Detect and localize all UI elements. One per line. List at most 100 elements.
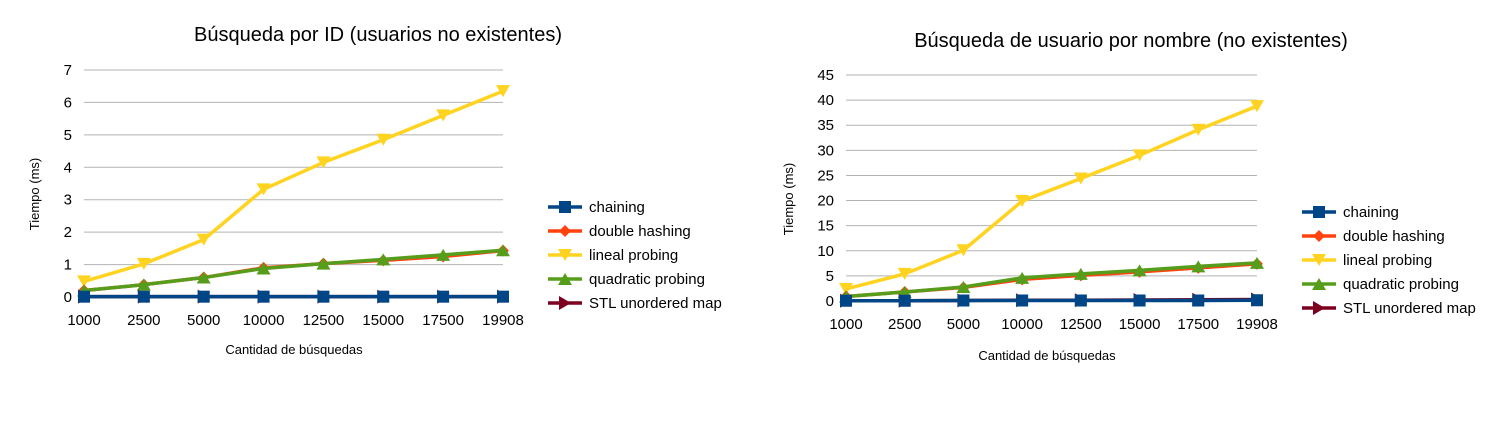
chart-busqueda-por-nombre: Búsqueda de usuario por nombre (no exist…	[781, 30, 1476, 363]
x-tick-label: 12500	[303, 312, 345, 329]
data-point	[376, 253, 391, 266]
data-point	[137, 290, 150, 303]
legend-label: double hashing	[1343, 228, 1445, 245]
x-tick-label: 15000	[1119, 316, 1161, 333]
data-point	[316, 156, 331, 169]
chart-busqueda-por-id: Búsqueda por ID (usuarios no existentes)…	[27, 24, 722, 357]
y-tick-label: 5	[826, 268, 834, 285]
data-point	[1192, 294, 1205, 307]
x-tick-label: 12500	[1060, 316, 1102, 333]
series-lineal-probing	[77, 85, 510, 288]
series-line	[845, 261, 1258, 299]
data-point	[78, 290, 90, 303]
y-tick-label: 5	[64, 127, 72, 144]
data-point	[1191, 260, 1206, 273]
y-tick-label: 35	[817, 117, 834, 134]
y-tick-label: 10	[817, 243, 834, 260]
x-tick-label: 1000	[829, 316, 862, 333]
y-tick-label: 2	[64, 224, 72, 241]
data-point	[839, 282, 853, 295]
legend-item-quadratic-probing: quadratic probing	[548, 271, 705, 288]
data-point	[1073, 267, 1088, 280]
y-tick-label: 7	[64, 62, 72, 79]
data-point	[196, 233, 211, 246]
y-tick-label: 30	[817, 142, 834, 159]
x-tick-label: 19908	[1236, 316, 1278, 333]
legend-item-double-hashing: double hashing	[548, 223, 691, 240]
series-line	[845, 104, 1258, 291]
chart-title: Búsqueda por ID (usuarios no existentes)	[194, 24, 562, 46]
legend-item-quadratic-probing: quadratic probing	[1302, 276, 1459, 293]
data-point	[437, 290, 450, 303]
data-point	[436, 109, 451, 122]
legend-swatch-marker	[559, 296, 571, 310]
data-point	[136, 278, 151, 291]
legend-swatch-marker	[559, 225, 571, 237]
y-tick-label: 4	[64, 159, 72, 176]
series-lineal-probing	[839, 100, 1264, 295]
legend-swatch-marker	[559, 201, 571, 213]
data-point	[376, 133, 391, 146]
data-point	[1133, 294, 1146, 307]
x-tick-label: 17500	[1177, 316, 1219, 333]
y-tick-label: 20	[817, 193, 834, 210]
y-tick-label: 0	[64, 289, 72, 306]
legend-label: quadratic probing	[589, 271, 705, 288]
series-chaining	[840, 294, 1263, 307]
x-tick-label: 5000	[947, 316, 980, 333]
y-tick-label: 45	[817, 67, 834, 84]
x-tick-label: 10000	[1001, 316, 1043, 333]
series-line	[846, 298, 1258, 303]
data-point	[956, 244, 971, 257]
data-point	[256, 183, 271, 196]
data-point	[1015, 195, 1030, 208]
y-axis-label: Tiempo (ms)	[781, 163, 796, 235]
x-axis-label: Cantidad de búsquedas	[978, 348, 1116, 363]
legend-swatch-marker	[558, 273, 572, 285]
legend-item-chaining: chaining	[548, 199, 645, 216]
data-point	[316, 257, 331, 270]
data-point	[317, 290, 330, 303]
y-tick-label: 25	[817, 167, 834, 184]
legend-label: double hashing	[589, 223, 691, 240]
data-point	[496, 244, 510, 257]
data-point	[497, 290, 509, 303]
legend-label: STL unordered map	[1343, 300, 1476, 317]
x-tick-label: 2500	[127, 312, 160, 329]
x-tick-label: 17500	[422, 312, 464, 329]
series-quadratic-probing	[77, 244, 510, 297]
legend-swatch-marker	[1313, 206, 1325, 218]
data-point	[1250, 256, 1264, 269]
data-point	[377, 290, 390, 303]
data-point	[956, 280, 971, 293]
data-point	[1191, 123, 1206, 136]
data-point	[1074, 294, 1087, 307]
legend-item-lineal-probing: lineal probing	[548, 247, 678, 264]
data-point	[257, 290, 270, 303]
x-tick-label: 5000	[187, 312, 220, 329]
data-point	[436, 248, 451, 261]
data-point	[1016, 294, 1029, 307]
y-tick-label: 1	[64, 257, 72, 274]
data-point	[1250, 100, 1264, 113]
plot-area: 0 5 10 15 20 25 30 35 40 45 1000 2500 5000 10000 12500…	[817, 67, 1278, 333]
y-tick-label: 40	[817, 92, 834, 109]
legend: chaining double hashing lineal probing quad…	[548, 199, 722, 312]
legend-item-chaining: chaining	[1302, 204, 1399, 221]
y-tick-label: 0	[826, 293, 834, 310]
x-tick-label: 10000	[243, 312, 285, 329]
legend-swatch-marker	[1313, 301, 1325, 315]
legend-item-double-hashing: double hashing	[1302, 228, 1445, 245]
x-tick-label: 15000	[362, 312, 404, 329]
legend-swatch-marker	[1313, 230, 1325, 242]
data-point	[1132, 264, 1147, 277]
legend-label: STL unordered map	[589, 295, 722, 312]
series-line	[83, 89, 504, 284]
data-point	[1132, 149, 1147, 162]
data-point	[897, 267, 912, 280]
y-tick-label: 3	[64, 192, 72, 209]
data-point	[840, 294, 852, 307]
plot-area: 0 1 2 3 4 5 6 7 1000 2500 5000 10000 12500 15000 17500…	[64, 62, 524, 329]
series-chaining	[78, 290, 509, 303]
